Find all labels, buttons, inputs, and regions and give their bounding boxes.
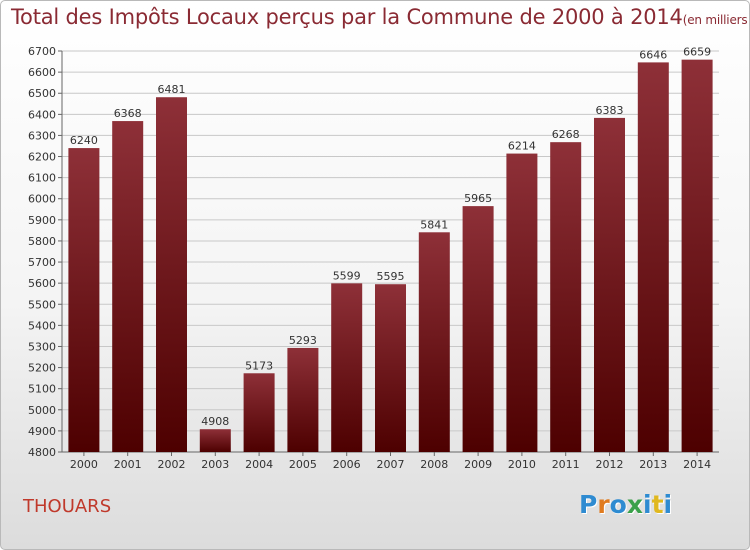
- bar: [594, 117, 625, 452]
- x-tick-label: 2000: [70, 458, 98, 471]
- x-tick-label: 2003: [201, 458, 229, 471]
- y-tick-label: 4800: [28, 446, 56, 459]
- x-tick-label: 2008: [420, 458, 448, 471]
- y-tick-label: 5600: [28, 277, 56, 290]
- logo-letter: P: [579, 490, 598, 519]
- proxiti-logo: Proxiti: [579, 490, 672, 519]
- y-tick-label: 6300: [28, 129, 56, 142]
- x-tick-label: 2013: [639, 458, 667, 471]
- logo-letter: i: [643, 490, 652, 519]
- value-labels: 6240 6368 6481 4908 5173 5293 5599 5595 5841 5965…: [70, 46, 711, 429]
- bar-value-label: 4908: [201, 415, 229, 428]
- bar: [68, 148, 100, 452]
- y-tick-label: 6000: [28, 193, 56, 206]
- logo-letter: i: [663, 490, 673, 519]
- bars: [68, 59, 713, 453]
- bar-value-label: 6481: [158, 83, 186, 96]
- logo-letter: o: [609, 490, 627, 519]
- bar: [112, 121, 144, 453]
- y-tick-label: 6100: [28, 172, 56, 185]
- x-tick-label: 2001: [114, 458, 142, 471]
- y-tick-label: 5300: [28, 340, 56, 353]
- y-tick-label: 6500: [28, 87, 56, 100]
- x-tick-label: 2010: [508, 458, 536, 471]
- x-tick-label: 2014: [683, 458, 711, 471]
- y-tick-label: 5900: [28, 214, 56, 227]
- logo-letter: t: [651, 490, 664, 519]
- axes: 4800 4900 5000 5100 5200 5300 5400 5500 5600 5700…: [28, 45, 719, 471]
- x-tick-label: 2006: [333, 458, 361, 471]
- x-tick-label: 2004: [245, 458, 273, 471]
- y-tick-label: 5700: [28, 256, 56, 269]
- bar-value-label: 6646: [639, 48, 667, 61]
- chart-title-main: Total des Impôts Locaux perçus par la Co…: [11, 5, 683, 29]
- bar: [506, 153, 538, 452]
- bar-value-label: 5841: [420, 218, 448, 231]
- y-tick-label: 5400: [28, 319, 56, 332]
- y-tick-label: 5100: [28, 383, 56, 396]
- x-tick-label: 2005: [289, 458, 317, 471]
- logo-letter: r: [597, 490, 610, 519]
- bar: [637, 62, 669, 452]
- x-tick-label: 2012: [596, 458, 624, 471]
- x-tick-label: 2002: [158, 458, 186, 471]
- bar: [375, 284, 406, 452]
- bar-value-label: 6383: [596, 104, 624, 117]
- x-tick-label: 2011: [552, 458, 580, 471]
- bar: [418, 232, 450, 452]
- bar: [681, 59, 713, 452]
- bar-value-label: 6659: [683, 46, 711, 59]
- y-tick-label: 4900: [28, 425, 56, 438]
- bar: [199, 429, 231, 452]
- bar-value-label: 5595: [377, 270, 405, 283]
- bar: [243, 373, 275, 452]
- x-tick-label: 2007: [377, 458, 405, 471]
- logo-letter: x: [626, 490, 643, 519]
- bar-value-label: 5173: [245, 359, 273, 372]
- y-tick-label: 6400: [28, 108, 56, 121]
- y-tick-label: 5200: [28, 362, 56, 375]
- bar-value-label: 5965: [464, 192, 492, 205]
- bar-value-label: 6214: [508, 140, 536, 153]
- bar: [156, 97, 187, 453]
- y-tick-label: 6600: [28, 66, 56, 79]
- bar-value-label: 5293: [289, 334, 317, 347]
- bar: [331, 283, 363, 452]
- y-tick-label: 5500: [28, 298, 56, 311]
- bar: [462, 206, 494, 452]
- commune-name: THOUARS: [23, 496, 112, 517]
- bar-value-label: 6368: [114, 107, 142, 120]
- bar-value-label: 6268: [552, 128, 580, 141]
- bar: [287, 347, 319, 452]
- bar: [550, 142, 582, 452]
- y-tick-label: 5800: [28, 235, 56, 248]
- y-tick-label: 6700: [28, 45, 56, 58]
- bar-value-label: 6240: [70, 134, 98, 147]
- y-tick-label: 6200: [28, 151, 56, 164]
- x-tick-label: 2009: [464, 458, 492, 471]
- chart-title: Total des Impôts Locaux perçus par la Co…: [11, 5, 749, 29]
- bar-value-label: 5599: [333, 269, 361, 282]
- chart-title-unit: (en milliers d'€): [682, 13, 749, 27]
- y-tick-label: 5000: [28, 404, 56, 417]
